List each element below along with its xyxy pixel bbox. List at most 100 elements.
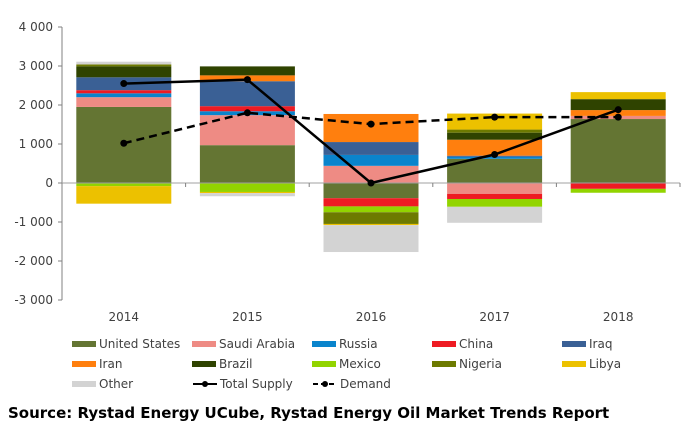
bar-brazil-2015 <box>199 66 295 76</box>
legend-item-other: Other <box>72 375 192 393</box>
x-tick-labels: 2014 2015 2016 2017 2018 <box>109 310 634 324</box>
legend-item-china: China <box>432 335 562 353</box>
bar-mexico-2015 <box>199 183 295 192</box>
point-demand-2018 <box>614 113 622 121</box>
bar-russia-2014 <box>76 93 172 98</box>
legend-swatch-nigeria <box>432 361 456 367</box>
bar-other-2014 <box>76 61 172 65</box>
bar-united-states-2016 <box>323 183 419 199</box>
legend-item-nigeria: Nigeria <box>432 355 562 373</box>
x-tick-label: 2017 <box>479 310 510 324</box>
legend: United States Saudi Arabia Russia China Iraq… <box>72 335 692 393</box>
legend-label: Brazil <box>219 357 253 371</box>
legend-swatch-brazil <box>192 361 216 367</box>
y-tick-label: 4 000 <box>19 20 53 34</box>
bar-saudi-arabia-2015 <box>199 115 295 146</box>
legend-item-iraq: Iraq <box>562 335 682 353</box>
bar-iran-2017 <box>447 139 543 156</box>
legend-swatch-saudi-arabia <box>192 341 216 347</box>
point-total-supply-2015 <box>243 76 251 84</box>
legend-label: China <box>459 337 494 351</box>
legend-swatch-other <box>72 381 96 387</box>
bar-united-states-2018 <box>570 119 666 183</box>
bar-mexico-2018 <box>570 188 666 193</box>
bar-nigeria-2014 <box>76 64 172 67</box>
bars-layer <box>76 61 666 253</box>
x-tick-label: 2015 <box>232 310 263 324</box>
legend-swatch-russia <box>312 341 336 347</box>
legend-label: Other <box>99 377 134 391</box>
legend-label: Nigeria <box>459 357 502 371</box>
legend-label: Mexico <box>339 357 381 371</box>
legend-swatch-total-supply <box>193 381 217 387</box>
bar-nigeria-2017 <box>447 129 543 133</box>
legend-swatch-iraq <box>562 341 586 347</box>
bar-other-2015 <box>199 193 295 197</box>
bar-united-states-2015 <box>199 145 295 183</box>
x-tick-label: 2014 <box>109 310 140 324</box>
point-total-supply-2016 <box>367 179 375 187</box>
legend-swatch-libya <box>562 361 586 367</box>
legend-label: Russia <box>339 337 378 351</box>
legend-item-brazil: Brazil <box>192 355 312 373</box>
bar-mexico-2017 <box>447 198 543 207</box>
x-tick-label: 2016 <box>356 310 387 324</box>
y-tick-label: -2 000 <box>14 254 53 268</box>
bar-iran-2016 <box>323 113 419 143</box>
y-tick-label: 0 <box>45 176 53 190</box>
point-total-supply-2017 <box>491 151 499 159</box>
source-caption: Source: Rystad Energy UCube, Rystad Ener… <box>8 404 610 422</box>
bar-brazil-2014 <box>76 66 172 78</box>
bar-china-2018 <box>570 183 666 189</box>
legend-swatch-united-states <box>72 341 96 347</box>
point-demand-2014 <box>120 139 128 147</box>
y-tick-label: 3 000 <box>19 59 53 73</box>
point-demand-2016 <box>367 120 375 128</box>
y-tick-labels: -3 000 -2 000 -1 000 0 1 000 2 000 3 000 4 000 <box>14 20 53 307</box>
bar-china-2015 <box>199 106 295 112</box>
point-total-supply-2014 <box>120 80 128 88</box>
bar-libya-2016 <box>323 223 419 226</box>
lines-layer <box>120 76 622 187</box>
bar-mexico-2016 <box>323 206 419 213</box>
legend-label: Libya <box>589 357 622 371</box>
legend-swatch-iran <box>72 361 96 367</box>
legend-label: United States <box>99 337 181 351</box>
bar-brazil-2018 <box>570 99 666 111</box>
legend-label: Total Supply <box>220 377 293 391</box>
bar-brazil-2017 <box>447 132 543 140</box>
bar-saudi-arabia-2017 <box>447 183 543 194</box>
bar-iraq-2016 <box>323 142 419 155</box>
y-tick-label: 2 000 <box>19 98 53 112</box>
legend-swatch-china <box>432 341 456 347</box>
bar-other-2016 <box>323 225 419 253</box>
bar-saudi-arabia-2014 <box>76 97 172 107</box>
legend-label: Saudi Arabia <box>219 337 296 351</box>
legend-item-total-supply: Total Supply <box>192 375 312 393</box>
bar-russia-2016 <box>323 154 419 166</box>
bar-china-2014 <box>76 90 172 94</box>
legend-item-libya: Libya <box>562 355 682 373</box>
y-tick-label: 1 000 <box>19 137 53 151</box>
legend-label: Iran <box>99 357 123 371</box>
bar-libya-2018 <box>570 92 666 100</box>
legend-label: Demand <box>340 377 391 391</box>
bar-iraq-2015 <box>199 81 295 107</box>
legend-label: Iraq <box>589 337 613 351</box>
bar-china-2017 <box>447 193 543 199</box>
bar-libya-2015 <box>199 191 295 194</box>
y-tick-label: -3 000 <box>14 293 53 307</box>
legend-swatch-mexico <box>312 361 336 367</box>
legend-item-united-states: United States <box>72 335 192 353</box>
bar-china-2016 <box>323 198 419 207</box>
point-total-supply-2018 <box>614 106 622 114</box>
bar-nigeria-2016 <box>323 212 419 224</box>
bar-libya-2014 <box>76 186 172 204</box>
y-tick-label: -1 000 <box>14 215 53 229</box>
legend-item-saudi-arabia: Saudi Arabia <box>192 335 312 353</box>
legend-item-russia: Russia <box>312 335 432 353</box>
legend-swatch-demand <box>313 381 337 387</box>
point-demand-2015 <box>243 109 251 117</box>
legend-item-mexico: Mexico <box>312 355 432 373</box>
